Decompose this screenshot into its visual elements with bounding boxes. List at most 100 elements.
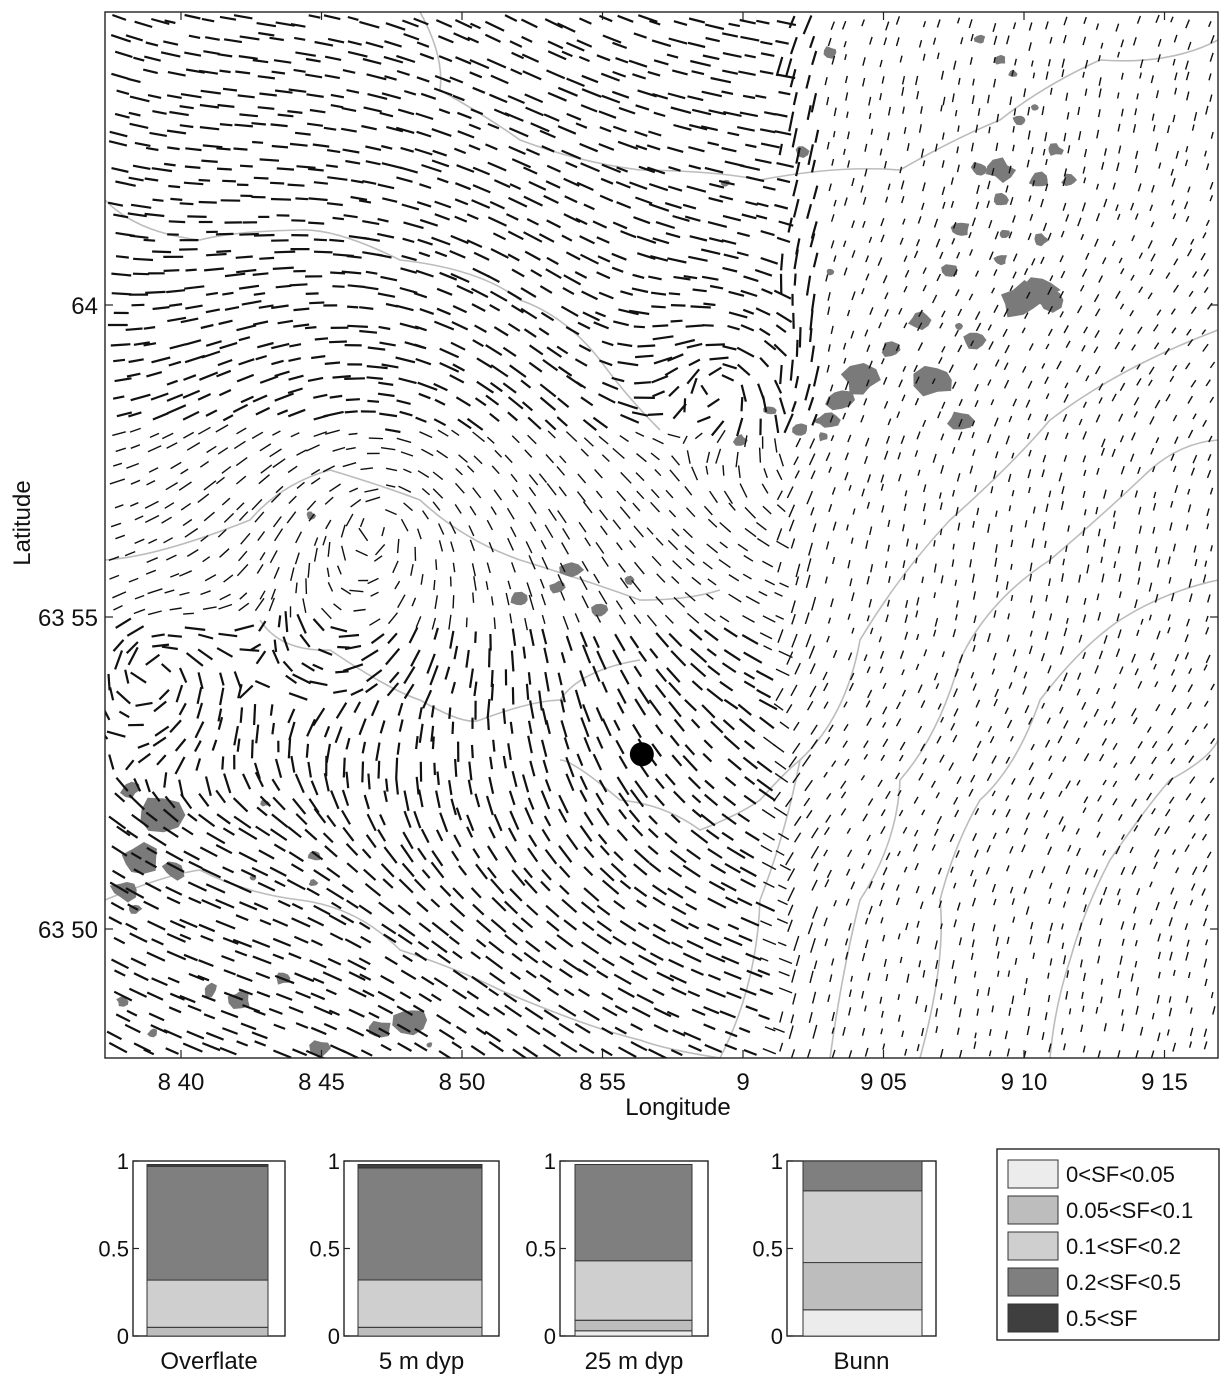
current-vector bbox=[988, 325, 991, 331]
current-vector bbox=[1204, 1042, 1206, 1050]
current-vector bbox=[832, 214, 834, 221]
current-vector bbox=[526, 941, 540, 952]
current-vector bbox=[393, 561, 398, 573]
current-vector bbox=[871, 564, 873, 572]
current-vector bbox=[416, 418, 427, 422]
current-vector bbox=[708, 849, 722, 858]
current-vector bbox=[1173, 213, 1175, 219]
bar-segment bbox=[358, 1165, 482, 1169]
current-vector bbox=[113, 396, 124, 398]
current-vector bbox=[1028, 1007, 1030, 1016]
current-vector bbox=[665, 833, 677, 843]
current-vector bbox=[257, 564, 263, 573]
current-vector bbox=[366, 884, 381, 896]
current-vector bbox=[881, 826, 885, 834]
current-vector bbox=[633, 503, 640, 511]
current-vector bbox=[758, 970, 770, 975]
current-vector bbox=[489, 942, 504, 953]
current-vector bbox=[521, 288, 536, 297]
current-vector bbox=[1187, 329, 1191, 335]
current-vector bbox=[438, 954, 451, 963]
current-vector bbox=[923, 160, 924, 166]
current-vector bbox=[703, 325, 714, 326]
current-vector bbox=[868, 474, 871, 482]
current-vector bbox=[541, 398, 556, 411]
current-vector bbox=[397, 400, 411, 404]
current-vector bbox=[871, 129, 872, 135]
current-vector bbox=[547, 258, 558, 264]
current-vector bbox=[996, 511, 997, 517]
current-vector bbox=[1084, 470, 1086, 476]
current-vector bbox=[390, 672, 399, 683]
current-vector bbox=[951, 201, 953, 208]
current-vector bbox=[1121, 40, 1123, 48]
island bbox=[559, 562, 584, 577]
current-vector bbox=[1102, 448, 1105, 456]
current-vector bbox=[324, 128, 336, 130]
current-vector bbox=[977, 989, 978, 996]
current-vector bbox=[577, 183, 593, 190]
current-vector bbox=[1186, 363, 1190, 369]
current-vector bbox=[217, 371, 231, 377]
current-vector bbox=[220, 594, 231, 599]
island bbox=[1031, 104, 1039, 111]
current-vector bbox=[581, 718, 588, 737]
current-vector bbox=[1097, 594, 1099, 601]
current-vector bbox=[364, 107, 382, 111]
current-vector bbox=[493, 233, 505, 239]
current-vector bbox=[988, 987, 990, 995]
current-vector bbox=[1148, 727, 1152, 733]
current-vector bbox=[274, 567, 279, 578]
current-vector bbox=[1083, 615, 1085, 623]
current-vector bbox=[131, 205, 151, 208]
current-vector bbox=[956, 614, 958, 620]
current-vector bbox=[906, 923, 908, 930]
current-vector bbox=[1076, 738, 1079, 744]
current-vector bbox=[559, 1024, 574, 1033]
current-vector bbox=[381, 721, 385, 734]
current-vector bbox=[289, 953, 301, 958]
current-vector bbox=[562, 900, 576, 913]
current-vector bbox=[451, 343, 465, 350]
current-vector bbox=[1098, 814, 1102, 822]
current-vector bbox=[329, 342, 347, 343]
current-vector bbox=[150, 433, 159, 437]
current-vector bbox=[940, 252, 943, 259]
current-vector bbox=[736, 452, 738, 467]
current-vector bbox=[1153, 527, 1155, 534]
current-vector bbox=[531, 123, 550, 131]
current-vector bbox=[1026, 813, 1029, 820]
current-vector bbox=[221, 1011, 238, 1017]
current-vector bbox=[1046, 344, 1049, 349]
current-vector bbox=[577, 40, 592, 46]
current-vector bbox=[1077, 848, 1081, 856]
current-vector bbox=[207, 446, 217, 452]
current-vector bbox=[184, 375, 196, 380]
current-vector bbox=[1113, 743, 1117, 750]
current-vector bbox=[1083, 431, 1086, 439]
current-vector bbox=[1168, 726, 1173, 733]
current-vector bbox=[745, 777, 755, 784]
current-vector bbox=[296, 774, 304, 793]
current-vector bbox=[337, 703, 347, 719]
current-vector bbox=[810, 663, 815, 674]
current-vector bbox=[485, 22, 504, 31]
current-vector bbox=[992, 669, 994, 675]
current-vector bbox=[1068, 845, 1071, 851]
current-vector bbox=[437, 289, 452, 295]
current-vector bbox=[130, 503, 138, 507]
current-vector bbox=[457, 1027, 467, 1033]
current-vector bbox=[1062, 943, 1063, 949]
current-vector bbox=[883, 739, 888, 747]
current-vector bbox=[378, 1006, 393, 1014]
current-vector bbox=[601, 526, 608, 535]
current-vector bbox=[740, 719, 755, 732]
current-vector bbox=[831, 385, 833, 392]
current-vector bbox=[1058, 736, 1062, 743]
current-vector bbox=[257, 807, 267, 815]
current-vector bbox=[669, 868, 682, 877]
current-vector bbox=[796, 564, 800, 577]
current-vector bbox=[922, 1028, 924, 1036]
current-vector bbox=[1203, 420, 1207, 427]
current-vector bbox=[166, 852, 183, 861]
